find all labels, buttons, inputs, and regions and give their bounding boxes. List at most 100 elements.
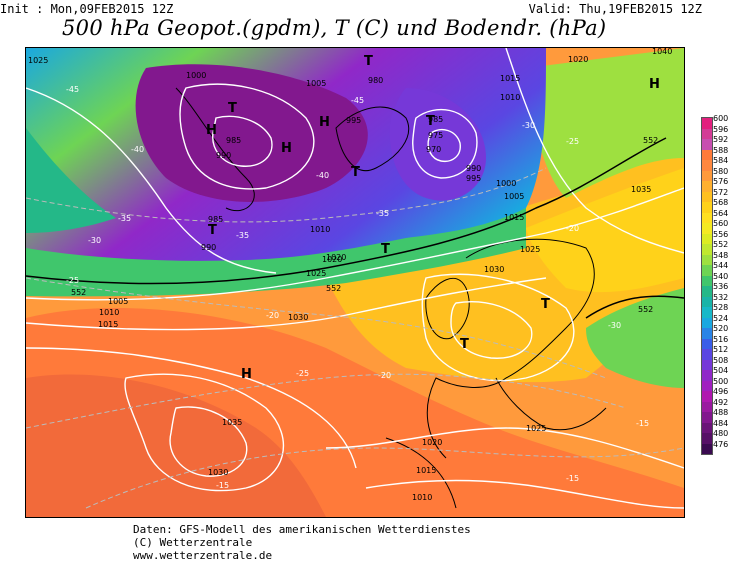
scale-swatch — [702, 191, 712, 202]
isotherm — [26, 373, 627, 429]
isobars — [26, 48, 684, 509]
temperature-label: -25 — [66, 276, 79, 285]
scale-label: 512 — [713, 345, 729, 354]
temperature-label: -25 — [566, 137, 579, 146]
temperature-label: -40 — [316, 171, 329, 180]
isobar — [26, 277, 547, 331]
geopot-label: 552 — [326, 284, 341, 293]
isobar — [325, 427, 684, 469]
temperature-label: -30 — [608, 321, 621, 330]
temperature-label: -30 — [522, 121, 535, 130]
yellow-zone — [326, 138, 684, 383]
front-band — [26, 208, 526, 297]
isobar-low-west-inner — [212, 115, 273, 167]
scale-label: 564 — [713, 208, 729, 218]
pressure-centres: H T H H T T T T T H H T T — [206, 54, 660, 382]
green-zone-east — [586, 288, 684, 388]
pressure-label: 1000 — [496, 179, 516, 188]
color-scale-labels: 600 596 592 588 584 580 576 572 568 564 560 556 552 5… — [713, 114, 732, 450]
contour-552-line — [26, 137, 667, 285]
isobar — [505, 48, 684, 254]
scale-label: 552 — [713, 240, 729, 249]
scale-label: 588 — [713, 145, 729, 155]
map-title: 500 hPa Geopot.(gpdm), T (C) und Bodendr… — [62, 16, 607, 40]
pressure-label: 1010 — [310, 225, 330, 234]
scale-swatch — [702, 128, 712, 139]
scale-label: 484 — [713, 418, 729, 428]
warm-zone-southwest — [26, 374, 326, 517]
scale-label: 548 — [713, 250, 729, 260]
scale-label: 600 — [713, 114, 729, 123]
scale-label: 496 — [713, 387, 729, 396]
pressure-label: 1010 — [99, 308, 119, 317]
pressure-label: 1020 — [322, 255, 342, 264]
centre-marker: T — [364, 54, 373, 69]
scale-swatch — [702, 212, 712, 223]
scale-label: 528 — [713, 303, 729, 312]
isobar — [26, 187, 684, 301]
coast-britain — [425, 277, 470, 340]
pressure-label: 1020 — [326, 253, 346, 262]
scale-swatch — [702, 370, 712, 381]
pressure-label: 1025 — [28, 56, 48, 65]
scale-swatch — [702, 265, 712, 276]
scale-label: 592 — [713, 135, 729, 144]
pressure-label: 1040 — [652, 48, 672, 56]
scale-label: 540 — [713, 271, 729, 281]
temperature-label: -15 — [216, 481, 229, 490]
scale-swatch — [702, 317, 712, 328]
scale-swatch — [702, 380, 712, 391]
isotherm — [85, 447, 684, 509]
scale-swatch — [702, 244, 712, 255]
pressure-label: 1030 — [208, 468, 228, 477]
pressure-label: 985 — [428, 115, 443, 124]
scale-swatch — [702, 433, 712, 444]
scale-label: 556 — [713, 229, 729, 239]
centre-marker: T — [228, 101, 237, 116]
isobar-low-east-inner — [427, 128, 461, 163]
isobar-high-west — [124, 373, 285, 492]
pressure-label: 970 — [426, 145, 441, 154]
scale-label: 532 — [713, 292, 729, 302]
scale-swatch — [702, 296, 712, 307]
color-scale-bar — [701, 117, 713, 455]
scale-swatch — [702, 286, 712, 297]
isotherms — [26, 167, 684, 509]
scale-swatch — [702, 233, 712, 244]
pressure-label: 1025 — [520, 245, 540, 254]
isobar — [26, 347, 357, 469]
pressure-label: 990 — [466, 164, 481, 173]
temperature-label: -15 — [636, 419, 649, 428]
geopot-label: 552 — [638, 305, 653, 314]
scale-swatch — [702, 401, 712, 412]
pressure-label: 1005 — [108, 297, 128, 306]
scale-swatch — [702, 223, 712, 234]
isotherm — [26, 277, 607, 379]
scale-label: 500 — [713, 376, 729, 386]
pressure-label: 1005 — [306, 79, 326, 88]
temperature-label: -20 — [566, 224, 579, 233]
scale-label: 488 — [713, 408, 729, 417]
scale-label: 576 — [713, 177, 729, 186]
isobar-high-europe — [421, 273, 575, 382]
geopotential-labels: 552 552 552 552 — [71, 136, 658, 314]
centre-marker: H — [319, 115, 330, 130]
credit-data-source: Daten: GFS-Modell des amerikanischen Wet… — [133, 523, 471, 536]
scale-swatch — [702, 202, 712, 213]
centre-marker: H — [206, 123, 217, 138]
coast-europe — [426, 238, 595, 459]
isobar-low-west — [179, 83, 315, 190]
contour-552 — [26, 137, 684, 319]
centre-marker: H — [281, 141, 292, 156]
scale-label: 580 — [713, 166, 729, 176]
scale-label: 536 — [713, 282, 729, 291]
temperature-label: -30 — [88, 236, 101, 245]
scale-label: 596 — [713, 124, 729, 134]
centre-marker: T — [460, 337, 469, 352]
scale-label: 476 — [713, 439, 729, 449]
isobar-high-west-inner — [169, 406, 248, 477]
init-time: Init : Mon,09FEB2015 12Z — [0, 2, 174, 16]
temperature-label: -40 — [131, 145, 144, 154]
pressure-label: 1035 — [631, 185, 651, 194]
isotherm — [26, 167, 547, 223]
